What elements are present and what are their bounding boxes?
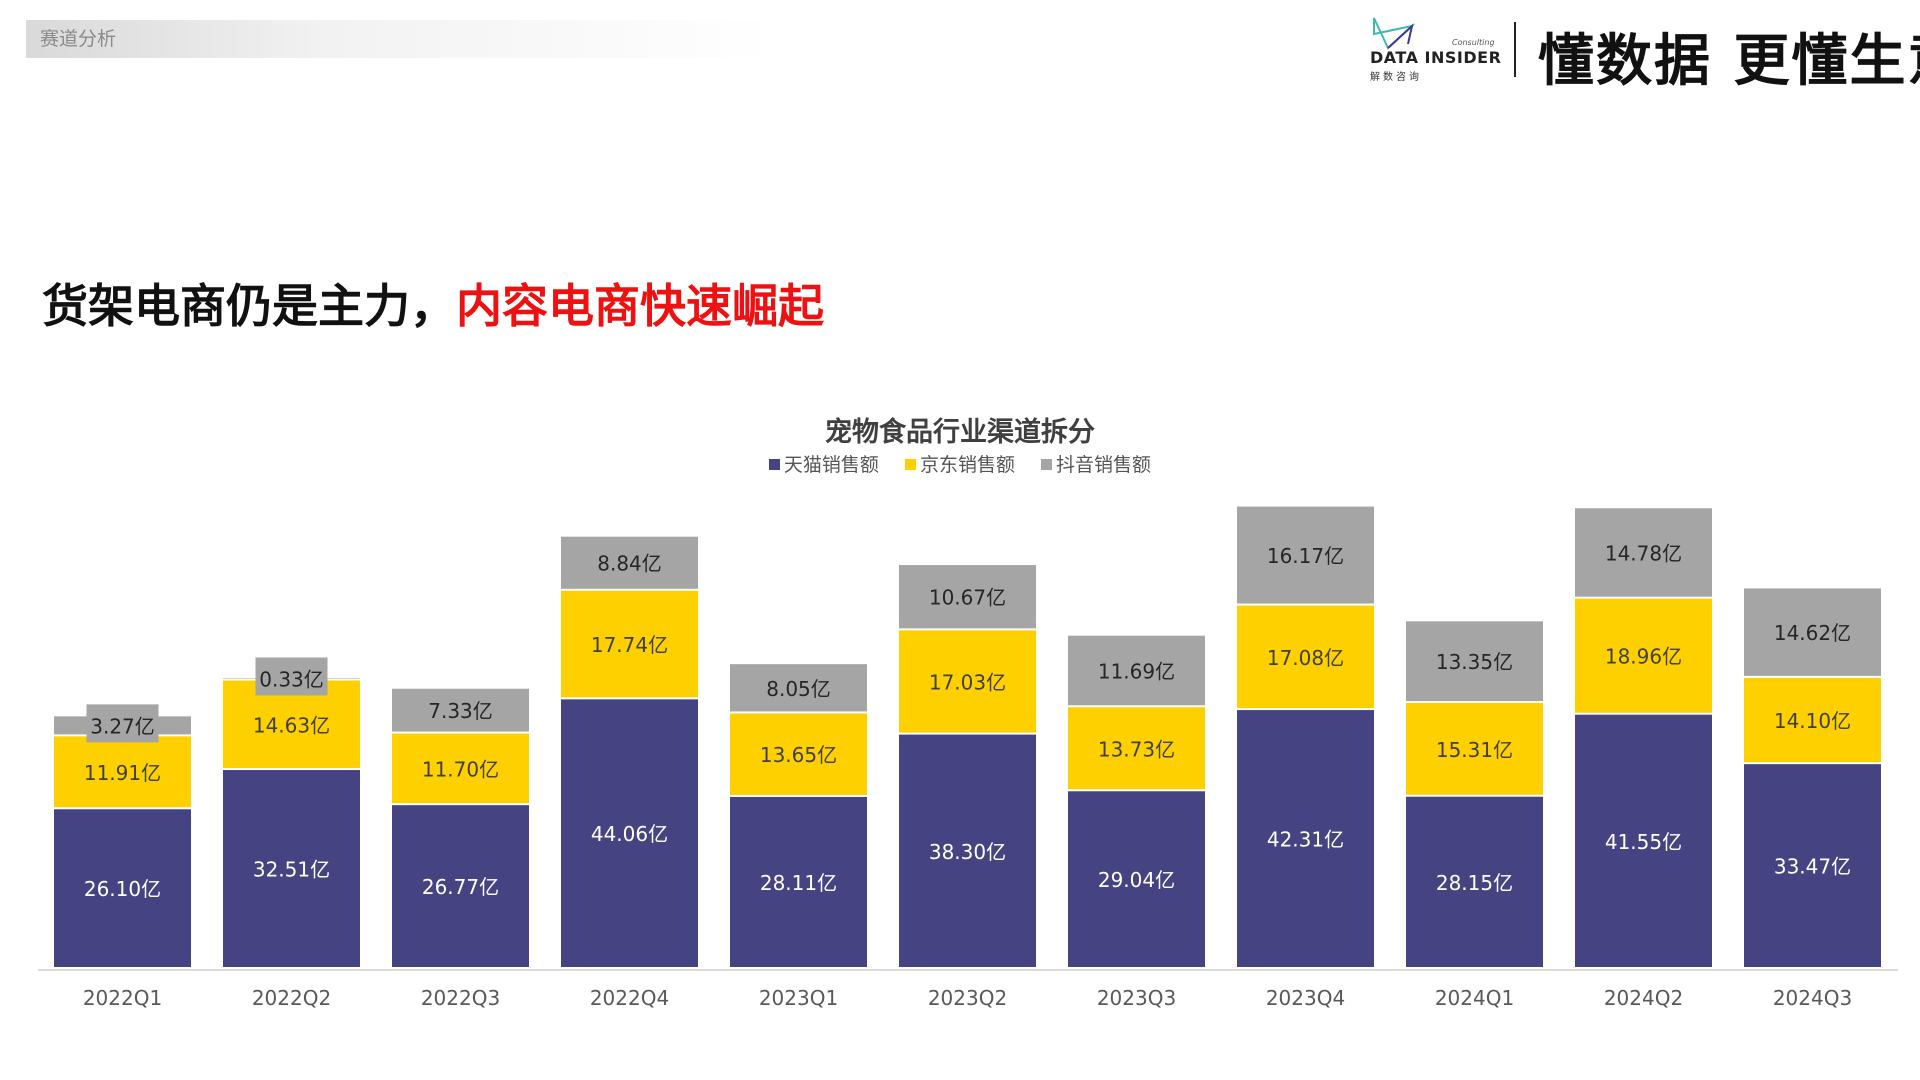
bar-segment [1237,506,1374,604]
bar-segment [1237,605,1374,709]
logo-subtext: 解数咨询 [1370,72,1422,83]
chart-title: 宠物食品行业渠道拆分 [825,417,1095,448]
legend-swatch [768,459,780,470]
data-label: 17.74亿 [591,633,668,657]
bar-segment [1237,710,1374,967]
x-tick-label: 2024Q2 [1604,986,1683,1010]
data-label: 17.03亿 [929,670,1006,694]
bar-segment [54,809,191,967]
data-label: 8.05亿 [766,677,831,701]
bar-segment [392,733,529,804]
bar-segment [561,590,698,698]
data-label: 33.47亿 [1774,855,1851,879]
data-label-background [255,657,328,696]
data-label: 8.84亿 [597,552,662,576]
legend-item-douyin: 抖音销售额 [1041,450,1151,477]
data-label: 11.69亿 [1098,659,1175,683]
bar-segment [730,713,867,795]
x-tick-label: 2022Q1 [83,986,162,1010]
x-tick-label: 2024Q3 [1773,986,1852,1010]
logo-consulting: Consulting [1452,38,1495,47]
headline-main: 货架电商仍是主力， [42,279,456,333]
x-tick-label: 2023Q4 [1266,986,1345,1010]
bar-segment [561,699,698,967]
x-tick-label: 2023Q3 [1097,986,1176,1010]
data-label: 41.55亿 [1605,830,1682,854]
headline-accent: 内容电商快速崛起 [456,279,824,333]
data-label: 17.08亿 [1267,646,1344,670]
bar-segment [223,770,360,967]
x-tick-label: 2022Q2 [252,986,331,1010]
data-label: 26.77亿 [422,875,499,899]
data-label: 10.67亿 [929,586,1006,610]
bar-segment [1068,635,1205,706]
data-label: 14.62亿 [1774,621,1851,645]
data-label: 38.30亿 [929,840,1006,864]
bar-segment [1068,707,1205,790]
bar-segment [899,630,1036,733]
data-label: 14.63亿 [253,713,330,737]
data-label: 32.51亿 [253,858,330,882]
slogan: 懂数据 更懂生意 [1538,29,1920,94]
data-label: 11.70亿 [422,757,499,781]
data-label: 13.73亿 [1098,737,1175,761]
header-divider [1514,22,1516,77]
bar-segment [1744,677,1881,763]
legend-swatch [1041,459,1053,470]
bar-segment [1575,508,1712,597]
x-tick-label: 2022Q3 [421,986,500,1010]
data-label-background [86,704,159,743]
chart-legend: 天猫销售额 京东销售额 抖音销售额 [0,450,1920,477]
legend-label: 天猫销售额 [783,454,879,476]
bar-segment [899,734,1036,967]
data-label: 7.33亿 [428,699,493,723]
data-label: 13.35亿 [1436,650,1513,674]
bar-segment [899,565,1036,629]
data-label: 18.96亿 [1605,645,1682,669]
bar-segment [1575,714,1712,967]
data-label: 0.33亿 [259,667,324,691]
bar-segment [1406,703,1543,795]
data-label: 29.04亿 [1098,868,1175,892]
data-label: 28.15亿 [1436,871,1513,895]
bar-segment [1406,621,1543,702]
data-label: 42.31亿 [1267,828,1344,852]
bar-segment [1406,796,1543,967]
bar-segment [54,736,191,808]
data-insider-logo-icon [1373,17,1416,50]
legend-item-tmall: 天猫销售额 [768,450,879,477]
bar-segment [561,536,698,589]
x-tick-label: 2023Q2 [928,986,1007,1010]
section-tag: 赛道分析 [26,20,776,58]
x-tick-label: 2024Q1 [1435,986,1514,1010]
bar-segment [730,664,867,712]
data-label: 14.78亿 [1605,541,1682,565]
data-label: 14.10亿 [1774,709,1851,733]
bar-segment [1068,791,1205,967]
logo-text: DATA INSIDER [1370,48,1502,67]
legend-swatch [904,459,916,470]
bar-segment [730,796,867,967]
bar-segment [1575,598,1712,713]
bar-segment [392,688,529,732]
legend-item-jd: 京东销售额 [904,450,1015,477]
data-label: 3.27亿 [90,714,155,738]
data-label: 26.10亿 [84,877,161,901]
data-label: 15.31亿 [1436,738,1513,762]
data-label: 13.65亿 [760,743,837,767]
bar-segment [1744,588,1881,676]
x-tick-label: 2022Q4 [590,986,669,1010]
headline: 货架电商仍是主力，内容电商快速崛起 [42,270,824,336]
x-tick-label: 2023Q1 [759,986,838,1010]
data-label: 28.11亿 [760,871,837,895]
data-label: 16.17亿 [1267,544,1344,568]
legend-label: 京东销售额 [919,454,1015,476]
bar-segment [1744,764,1881,967]
bar-segment [392,805,529,967]
legend-label: 抖音销售额 [1056,454,1152,476]
data-label: 44.06亿 [591,822,668,846]
data-label: 11.91亿 [84,761,161,785]
